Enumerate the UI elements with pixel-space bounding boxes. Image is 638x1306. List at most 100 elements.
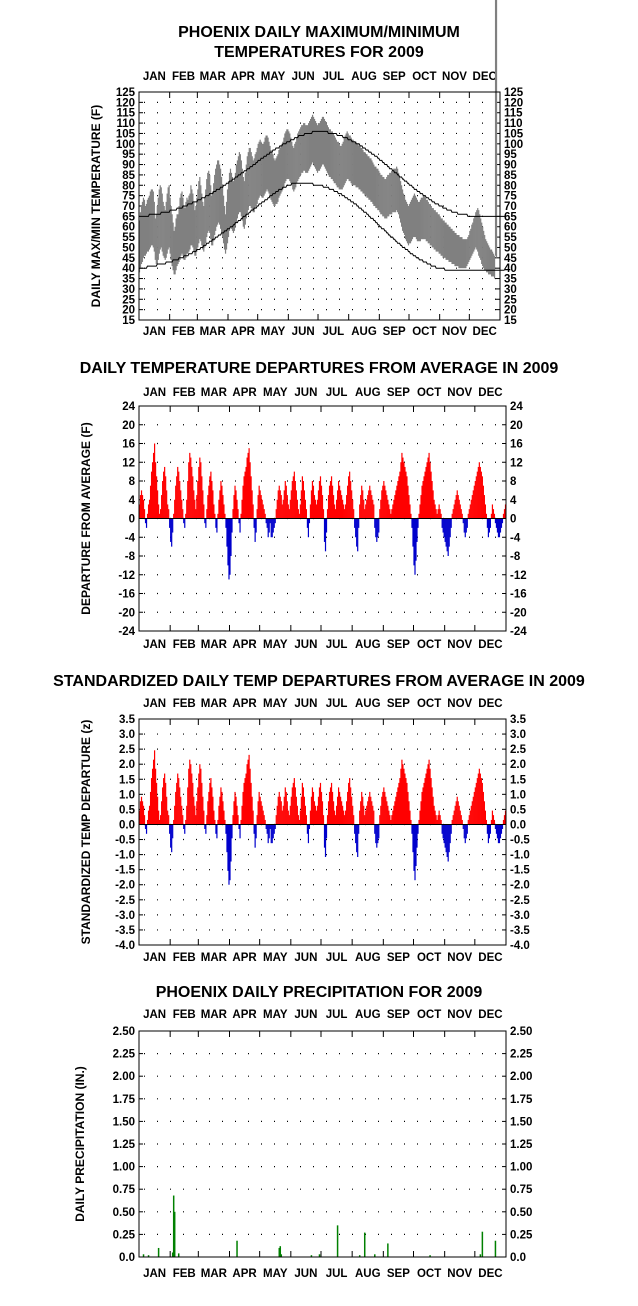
month-label-top: OCT xyxy=(417,387,441,399)
y-tick-label-right: 110 xyxy=(504,118,523,130)
y-tick-label-left: 2.50 xyxy=(113,1026,135,1038)
y-tick-label-right: 30 xyxy=(504,284,517,296)
precip-bars xyxy=(142,1195,497,1257)
month-label-top: JUL xyxy=(326,698,348,710)
y-tick-label-right: -24 xyxy=(510,626,527,638)
y-tick-label-right: 1.25 xyxy=(510,1139,533,1151)
month-label-bottom: JUL xyxy=(326,952,348,964)
month-label-bottom: SEP xyxy=(387,1268,410,1280)
y-tick-label-left: -3.0 xyxy=(115,910,135,922)
y-tick-label-left: 12 xyxy=(122,457,135,469)
month-label-top: OCT xyxy=(412,71,436,83)
month-label-top: SEP xyxy=(387,1009,410,1021)
y-tick-label-right: 90 xyxy=(504,160,517,172)
month-label-bottom: MAY xyxy=(263,952,288,964)
y-tick-label-left: 0.50 xyxy=(113,1207,135,1219)
month-label-top: MAY xyxy=(263,698,288,710)
y-tick-label-right: 50 xyxy=(504,242,517,254)
y-tick-label-right: -0.5 xyxy=(510,835,530,847)
y-tick-label-left: 105 xyxy=(116,128,136,140)
y-tick-label-right: 0 xyxy=(510,514,516,526)
month-label-top: OCT xyxy=(417,1009,441,1021)
y-tick-label-left: 1.5 xyxy=(119,774,136,786)
month-label-bottom: AUG xyxy=(355,1268,381,1280)
departure-bars xyxy=(138,443,507,580)
y-tick-label-left: 100 xyxy=(116,139,135,151)
y-tick-label-left: -3.5 xyxy=(115,925,135,937)
y-tick-label-right: 0.75 xyxy=(510,1184,533,1196)
y-tick-label-left: 70 xyxy=(122,201,135,213)
y-tick-label-left: 24 xyxy=(122,401,135,413)
plot-border xyxy=(138,1030,507,1258)
y-tick-label-right: 0.5 xyxy=(510,804,527,816)
month-label-top: AUG xyxy=(355,387,381,399)
y-tick-label-left: 16 xyxy=(122,439,135,451)
month-label-top: NOV xyxy=(447,1009,472,1021)
y-tick-label-left: 1.00 xyxy=(113,1162,135,1174)
month-label-bottom: OCT xyxy=(417,639,441,651)
month-label-top: JUN xyxy=(294,387,317,399)
month-label-top: JAN xyxy=(143,71,166,83)
y-tick-label-left: 0.0 xyxy=(119,1252,135,1264)
y-tick-label-right: 60 xyxy=(504,222,517,234)
normal-min-line xyxy=(139,182,505,271)
y-tick-label-left: 0.25 xyxy=(113,1229,136,1241)
y-axis-title: DEPARTURE FROM AVERAGE (F) xyxy=(79,422,93,614)
y-tick-label-right: 65 xyxy=(504,211,517,223)
month-label-bottom: JAN xyxy=(143,952,166,964)
y-tick-label-left: 0 xyxy=(129,514,135,526)
month-label-bottom: FEB xyxy=(173,952,196,964)
y-tick-label-left: 2.5 xyxy=(119,744,136,756)
month-label-bottom: MAR xyxy=(200,326,227,338)
month-label-bottom: JUN xyxy=(294,1268,317,1280)
y-tick-label-right: 15 xyxy=(504,315,517,327)
month-label-bottom: SEP xyxy=(387,639,410,651)
y-tick-label-left: 3.5 xyxy=(119,714,136,726)
month-label-bottom: DEC xyxy=(478,952,502,964)
y-tick-label-right: 105 xyxy=(504,128,524,140)
y-tick-label-right: 2.25 xyxy=(510,1049,533,1061)
y-tick-label-right: -16 xyxy=(510,589,527,601)
month-label-bottom: JUN xyxy=(294,952,317,964)
month-label-bottom: NOV xyxy=(442,326,467,338)
y-axis-title: STANDARDIZED TEMP DEPARTURE (z) xyxy=(79,720,93,945)
y-tick-label-right: 55 xyxy=(504,232,517,244)
month-label-top: DEC xyxy=(478,1009,502,1021)
y-tick-label-right: -4.0 xyxy=(510,940,530,952)
month-label-bottom: JUL xyxy=(326,1268,348,1280)
y-tick-label-right: 85 xyxy=(504,170,517,182)
month-label-bottom: FEB xyxy=(172,326,195,338)
month-label-bottom: JAN xyxy=(143,1268,166,1280)
y-tick-label-left: 110 xyxy=(116,118,135,130)
month-label-bottom: MAY xyxy=(261,326,286,338)
month-label-bottom: APR xyxy=(232,952,257,964)
month-label-bottom: NOV xyxy=(447,952,472,964)
normal-max-line xyxy=(139,130,507,217)
month-label-bottom: APR xyxy=(232,1268,257,1280)
month-label-bottom: AUG xyxy=(351,326,377,338)
y-tick-label-right: 40 xyxy=(504,263,517,275)
y-tick-label-left: 25 xyxy=(122,294,135,306)
y-tick-label-right: -4 xyxy=(510,532,521,544)
y-tick-label-left: 55 xyxy=(122,232,135,244)
month-label-top: APR xyxy=(232,387,257,399)
month-label-top: AUG xyxy=(355,1009,381,1021)
y-tick-label-left: -16 xyxy=(118,589,135,601)
y-tick-label-right: 1.5 xyxy=(510,774,527,786)
chart-title: STANDARDIZED DAILY TEMP DEPARTURES FROM … xyxy=(53,673,585,690)
y-tick-label-left: 45 xyxy=(122,253,135,265)
month-label-top: MAR xyxy=(201,698,228,710)
y-tick-label-right: 45 xyxy=(504,253,517,265)
month-label-top: NOV xyxy=(447,698,472,710)
month-label-top: MAY xyxy=(263,1009,288,1021)
y-tick-label-right: 12 xyxy=(510,457,523,469)
month-label-bottom: MAR xyxy=(201,639,228,651)
month-label-top: JAN xyxy=(143,1009,166,1021)
y-tick-label-right: 70 xyxy=(504,201,517,213)
chart-title: PHOENIX DAILY MAXIMUM/MINIMUM xyxy=(178,24,460,41)
month-label-top: JAN xyxy=(143,387,166,399)
month-label-top: APR xyxy=(232,1009,257,1021)
month-label-top: JUL xyxy=(322,71,344,83)
y-tick-label-right: 1.75 xyxy=(510,1094,533,1106)
